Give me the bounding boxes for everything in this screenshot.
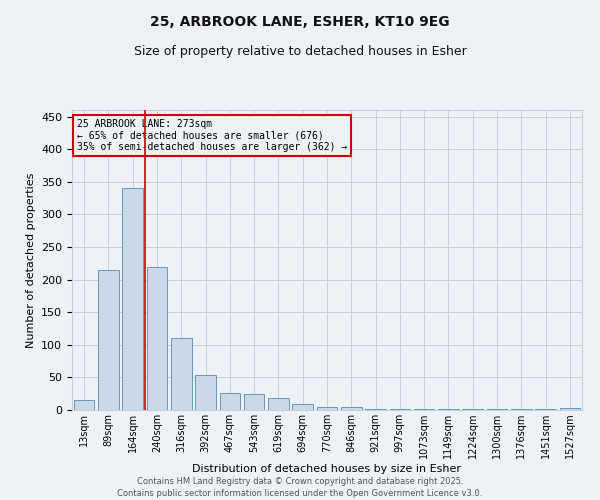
Bar <box>414 408 434 410</box>
Text: 25, ARBROOK LANE, ESHER, KT10 9EG: 25, ARBROOK LANE, ESHER, KT10 9EG <box>150 15 450 29</box>
Bar <box>195 376 216 410</box>
Bar <box>122 188 143 410</box>
Text: 25 ARBROOK LANE: 273sqm
← 65% of detached houses are smaller (676)
35% of semi-d: 25 ARBROOK LANE: 273sqm ← 65% of detache… <box>77 119 347 152</box>
Bar <box>171 338 191 410</box>
Bar <box>268 398 289 410</box>
Text: Size of property relative to detached houses in Esher: Size of property relative to detached ho… <box>134 45 466 58</box>
Bar <box>74 400 94 410</box>
Bar <box>365 408 386 410</box>
Bar <box>341 408 362 410</box>
Bar <box>146 266 167 410</box>
Bar <box>292 404 313 410</box>
X-axis label: Distribution of detached houses by size in Esher: Distribution of detached houses by size … <box>193 464 461 474</box>
Bar <box>317 406 337 410</box>
Bar <box>244 394 265 410</box>
Bar <box>220 393 240 410</box>
Bar <box>389 408 410 410</box>
Text: Contains HM Land Registry data © Crown copyright and database right 2025.
Contai: Contains HM Land Registry data © Crown c… <box>118 476 482 498</box>
Y-axis label: Number of detached properties: Number of detached properties <box>26 172 35 348</box>
Bar <box>560 408 580 410</box>
Bar <box>98 270 119 410</box>
